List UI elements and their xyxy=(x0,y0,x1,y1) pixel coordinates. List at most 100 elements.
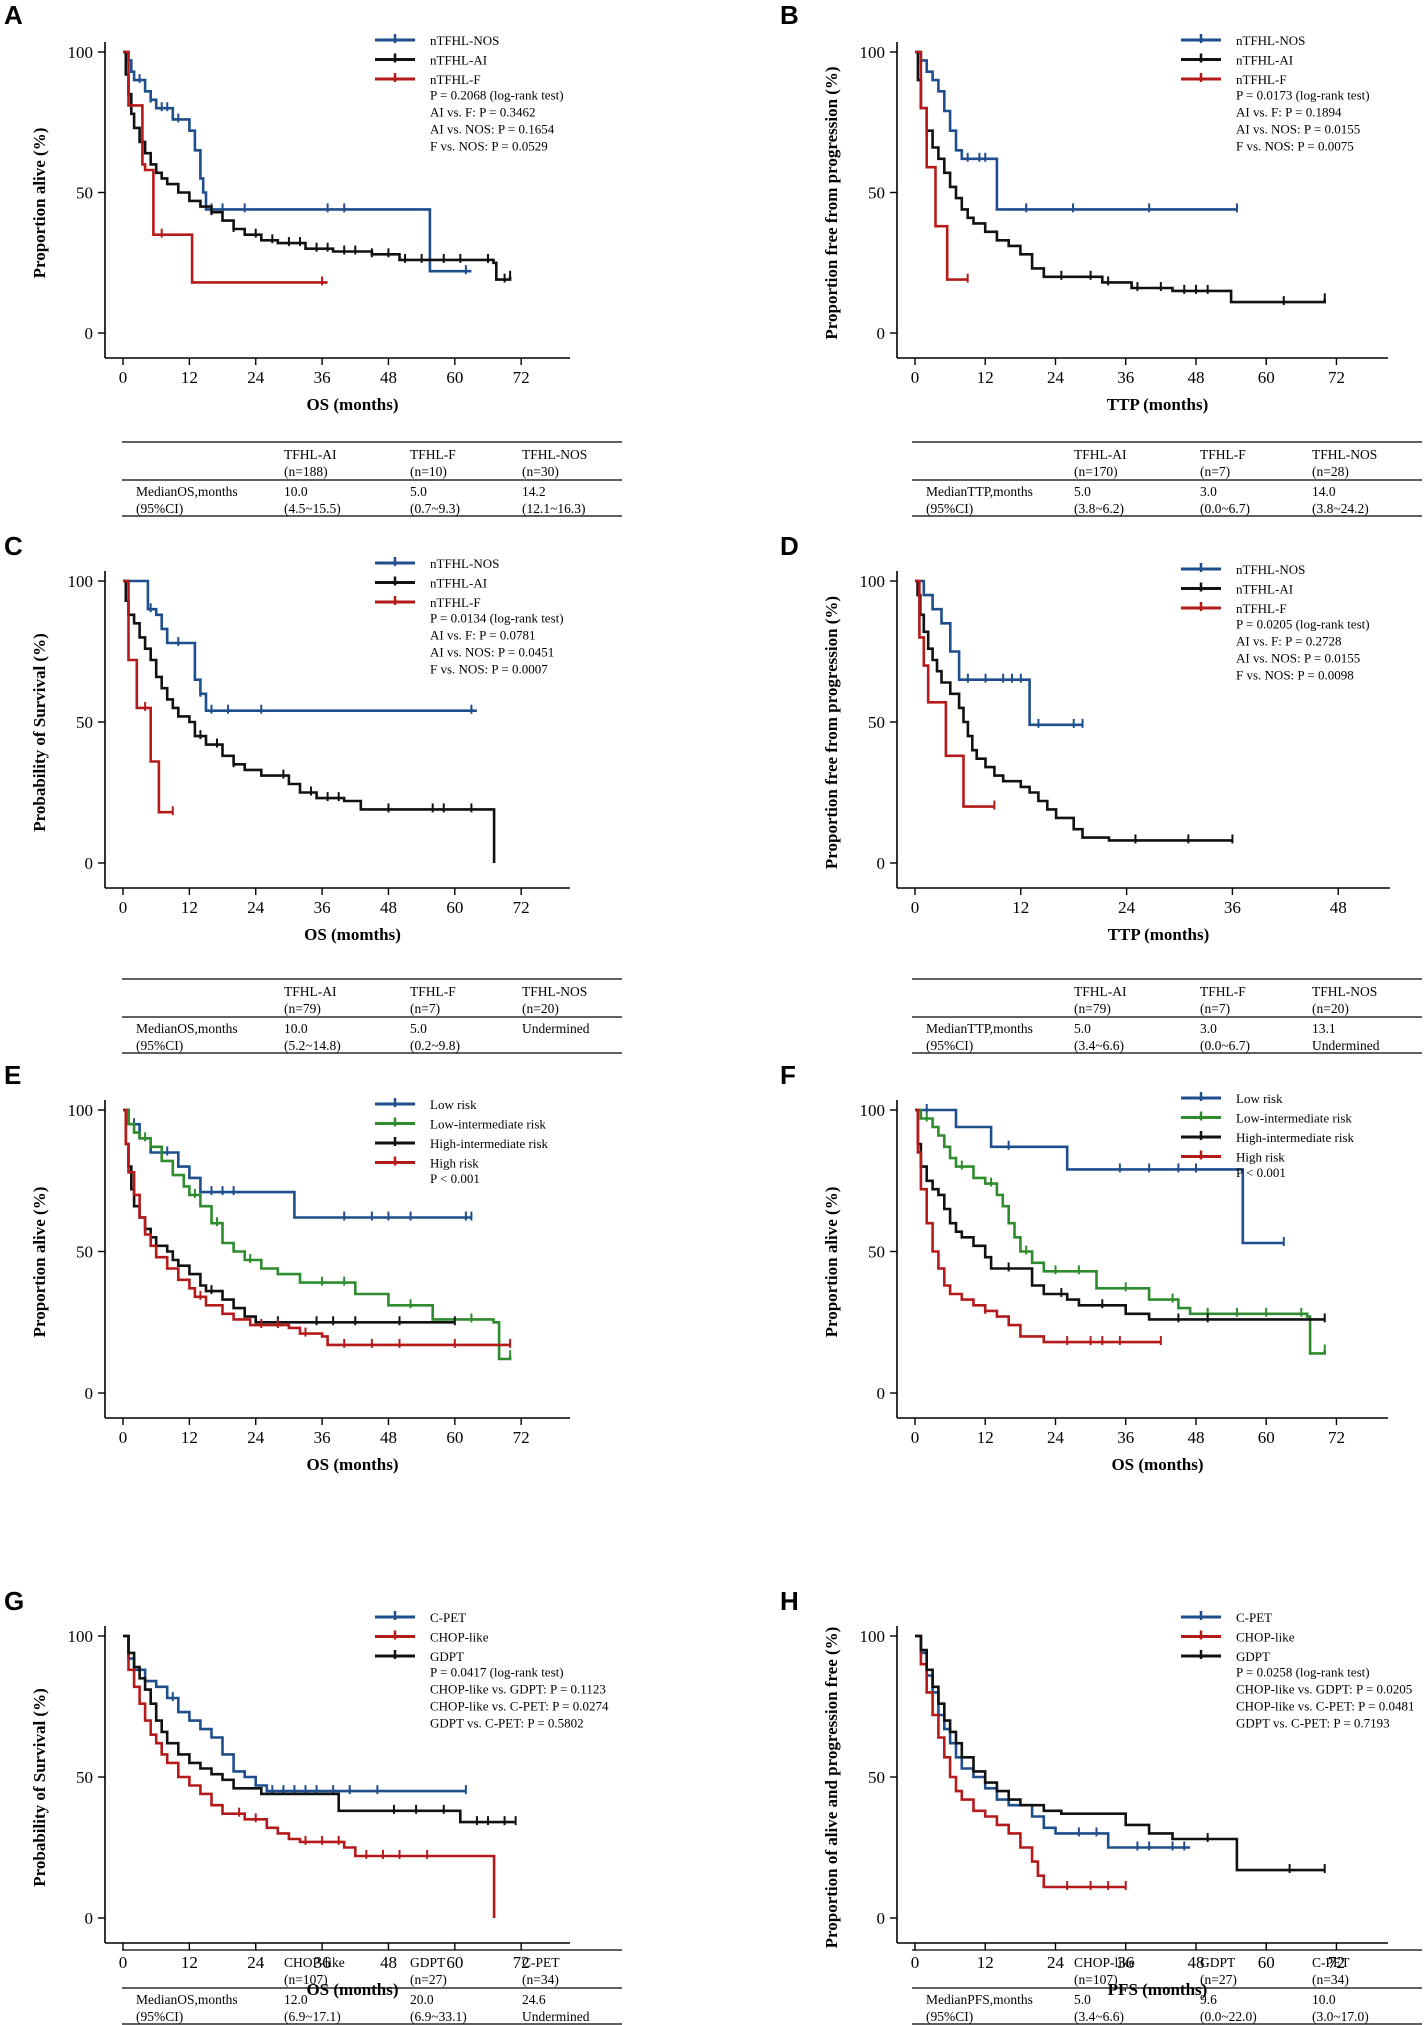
table-header-cell: TFHL-F xyxy=(410,984,456,999)
table-ci-cell: (6.9~17.1) xyxy=(284,2009,341,2024)
table-ci-label: (95%CI) xyxy=(926,501,973,516)
p-value-text: AI vs. F: P = 0.3462 xyxy=(430,105,535,120)
table-median-cell: 5.0 xyxy=(410,1021,427,1036)
legend: C-PET CHOP-like GDPT xyxy=(1181,1610,1295,1664)
panel-letter: F xyxy=(780,1060,796,1090)
km-curve-high-intermediate-risk xyxy=(123,1108,455,1324)
x-tick-label: 12 xyxy=(181,1953,198,1972)
y-tick-label: 100 xyxy=(860,1101,886,1120)
table-n-cell: (n=20) xyxy=(522,1001,559,1016)
x-tick-label: 24 xyxy=(247,1428,265,1447)
table-median-cell: 13.1 xyxy=(1312,1021,1336,1036)
km-curve-low-intermediate-risk xyxy=(123,1108,512,1361)
y-tick-label: 0 xyxy=(877,324,886,343)
table-ci-label: (95%CI) xyxy=(926,2009,973,2024)
x-tick-label: 0 xyxy=(911,898,920,917)
x-axis-label: OS (months) xyxy=(306,1455,398,1474)
y-tick-label: 50 xyxy=(76,1768,93,1787)
table-n-cell: (n=28) xyxy=(1312,464,1349,479)
table-n-cell: (n=27) xyxy=(1200,1972,1237,1987)
x-tick-label: 0 xyxy=(119,368,128,387)
km-curve-chop-like xyxy=(123,1634,496,1918)
table-ci-cell: Undermined xyxy=(522,2009,590,2024)
y-tick-label: 50 xyxy=(76,713,93,732)
x-tick-label: 36 xyxy=(1224,898,1241,917)
table-header-cell: TFHL-F xyxy=(1200,447,1246,462)
x-axis-label: TTP (months) xyxy=(1108,925,1210,944)
table-n-cell: (n=30) xyxy=(522,464,559,479)
legend-entry: GDPT xyxy=(430,1649,464,1664)
x-tick-label: 60 xyxy=(446,898,463,917)
km-curve-ntfhl-nos xyxy=(123,579,477,712)
legend-entry: High risk xyxy=(1236,1150,1285,1165)
y-tick-label: 0 xyxy=(877,854,886,873)
x-tick-label: 36 xyxy=(314,898,331,917)
km-curve-ntfhl-ai xyxy=(915,579,1233,842)
panel-b: B 0 50 100 0 12 24 36 48 60 72 TTP (months) Proporti… xyxy=(780,0,1422,517)
p-value-text: P < 0.001 xyxy=(430,1171,480,1186)
x-tick-label: 48 xyxy=(380,368,397,387)
km-curve-high-risk xyxy=(123,1108,511,1347)
y-tick-label: 0 xyxy=(877,1909,886,1928)
legend-entry: CHOP-like xyxy=(430,1630,489,1645)
table-row-label: MedianOS,months xyxy=(136,1021,238,1036)
table-n-cell: (n=7) xyxy=(1200,1001,1230,1016)
x-axis-label: PFS (months) xyxy=(1108,1980,1208,1999)
x-tick-label: 24 xyxy=(1118,898,1136,917)
legend-entry: Low risk xyxy=(1236,1091,1283,1106)
table-ci-cell: (3.0~17.0) xyxy=(1312,2009,1369,2024)
p-value-text: F vs. NOS: P = 0.0098 xyxy=(1236,668,1354,683)
y-tick-label: 100 xyxy=(68,572,94,591)
table-n-cell: (n=10) xyxy=(410,464,447,479)
p-value-text: AI vs. NOS: P = 0.0155 xyxy=(1236,651,1360,666)
table-median-cell: 9.6 xyxy=(1200,1992,1217,2007)
table-ci-label: (95%CI) xyxy=(136,2009,183,2024)
p-value-text: P = 0.0417 (log-rank test) xyxy=(430,1665,564,1680)
y-tick-label: 100 xyxy=(68,43,94,62)
table-header-cell: CHOP-like xyxy=(1074,1955,1135,1970)
p-value-text: P = 0.0134 (log-rank test) xyxy=(430,611,564,626)
table-median-cell: 10.0 xyxy=(284,484,308,499)
median-table: TFHL-AI (n=79) 5.0 (3.4~6.6) TFHL-F (n=7) 3.0 (… xyxy=(912,978,1422,1054)
table-median-cell: 20.0 xyxy=(410,1992,434,2007)
legend-entry: nTFHL-AI xyxy=(430,53,487,68)
km-curve-ntfhl-nos xyxy=(123,50,472,273)
table-median-cell: 3.0 xyxy=(1200,484,1217,499)
p-value-text: F vs. NOS: P = 0.0075 xyxy=(1236,139,1354,154)
table-ci-cell: (4.5~15.5) xyxy=(284,501,341,516)
km-curve-ntfhl-ai xyxy=(915,50,1326,304)
y-axis-label: Proportion free from progression (%) xyxy=(822,66,841,339)
table-header-cell: TFHL-F xyxy=(1200,984,1246,999)
x-tick-label: 60 xyxy=(1258,1428,1275,1447)
table-header-cell: TFHL-AI xyxy=(284,447,337,462)
table-ci-cell: (3.4~6.6) xyxy=(1074,2009,1124,2024)
x-tick-label: 48 xyxy=(380,1953,397,1972)
table-n-cell: (n=27) xyxy=(410,1972,447,1987)
x-tick-label: 36 xyxy=(314,1428,331,1447)
table-header-cell: TFHL-NOS xyxy=(1312,984,1377,999)
p-value-text: AI vs. F: P = 0.1894 xyxy=(1236,105,1342,120)
p-value-text: AI vs. NOS: P = 0.1654 xyxy=(430,122,555,137)
y-tick-label: 50 xyxy=(868,1768,885,1787)
table-median-cell: 3.0 xyxy=(1200,1021,1217,1036)
legend: nTFHL-NOS nTFHL-AI nTFHL-F xyxy=(1181,33,1305,87)
y-tick-label: 0 xyxy=(85,1384,94,1403)
legend-entry: C-PET xyxy=(430,1610,466,1625)
legend-entry: High risk xyxy=(430,1156,479,1171)
y-axis-label: Proportion alive (%) xyxy=(30,128,49,279)
table-n-cell: (n=79) xyxy=(1074,1001,1111,1016)
p-value-text: P = 0.0173 (log-rank test) xyxy=(1236,88,1370,103)
y-axis-label: Proportion alive (%) xyxy=(30,1187,49,1338)
x-tick-label: 0 xyxy=(119,1428,128,1447)
median-table: CHOP-like (n=107) 5.0 (3.4~6.6) GDPT (n=27) 9.… xyxy=(912,1949,1422,2025)
median-table: TFHL-AI (n=170) 5.0 (3.8~6.2) TFHL-F (n=7) 3.0… xyxy=(912,441,1422,517)
table-ci-label: (95%CI) xyxy=(926,1038,973,1053)
panel-e: E 0 50 100 0 12 24 36 48 60 72 OS (months) Proportio… xyxy=(4,1060,570,1474)
x-tick-label: 36 xyxy=(314,368,331,387)
table-header-cell: TFHL-F xyxy=(410,447,456,462)
y-tick-label: 50 xyxy=(868,184,885,203)
legend: nTFHL-NOS nTFHL-AI nTFHL-F xyxy=(375,33,499,87)
panel-letter: E xyxy=(4,1060,21,1090)
table-n-cell: (n=20) xyxy=(1312,1001,1349,1016)
